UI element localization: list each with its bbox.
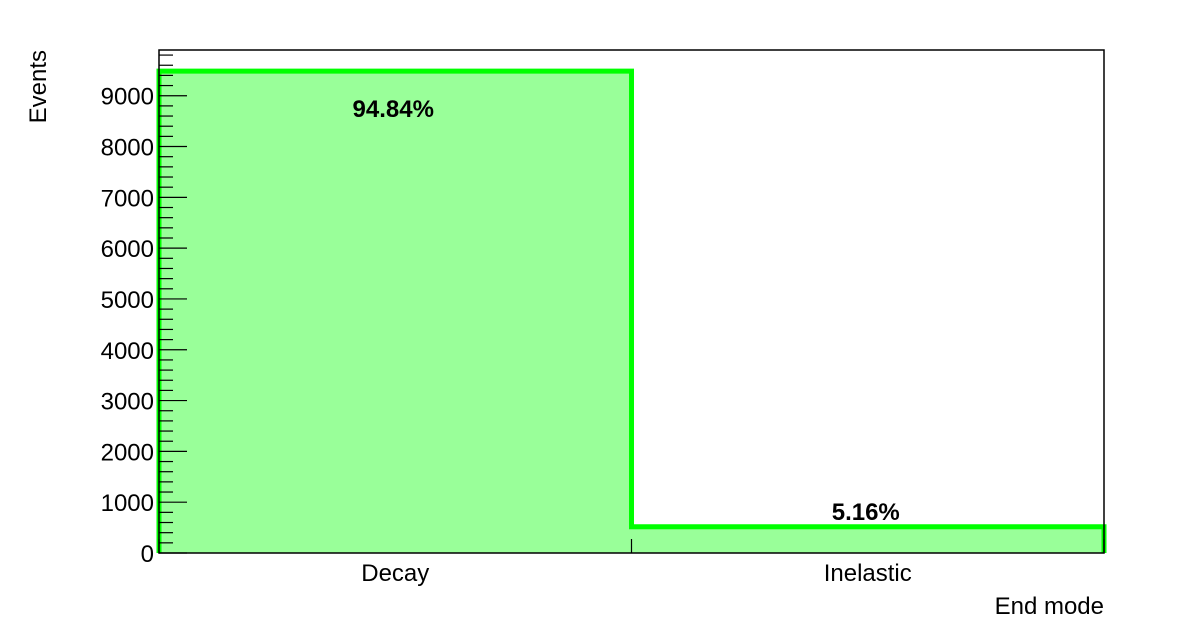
y-tick-label: 2000: [101, 439, 154, 466]
bar-data-label: 94.84%: [353, 96, 434, 123]
bar-data-label: 5.16%: [832, 499, 900, 526]
bar-inelastic: [631, 526, 1104, 553]
y-tick-label: 9000: [101, 84, 154, 111]
y-axis-title: Events: [25, 50, 52, 123]
x-tick-label-decay: Decay: [361, 560, 429, 587]
bar-decay: [159, 71, 632, 553]
x-tick-label-inelastic: Inelastic: [824, 560, 912, 587]
y-tick-label: 4000: [101, 338, 154, 365]
y-axis: 0 1000 2000 3000 4000 5000 6000 7000 8000 9000: [101, 54, 187, 568]
bar-fills: [159, 71, 1104, 553]
y-tick-label: 6000: [101, 236, 154, 263]
y-tick-label: 8000: [101, 135, 154, 162]
x-axis-title: End mode: [995, 593, 1104, 620]
y-tick-label: 3000: [101, 389, 154, 416]
y-tick-label: 1000: [101, 490, 154, 517]
y-tick-label: 7000: [101, 185, 154, 212]
bar-data-labels: 94.84% 5.16%: [353, 96, 900, 526]
x-axis: Decay Inelastic: [158, 539, 1105, 587]
y-tick-label: 5000: [101, 287, 154, 314]
y-tick-label: 0: [141, 541, 154, 568]
